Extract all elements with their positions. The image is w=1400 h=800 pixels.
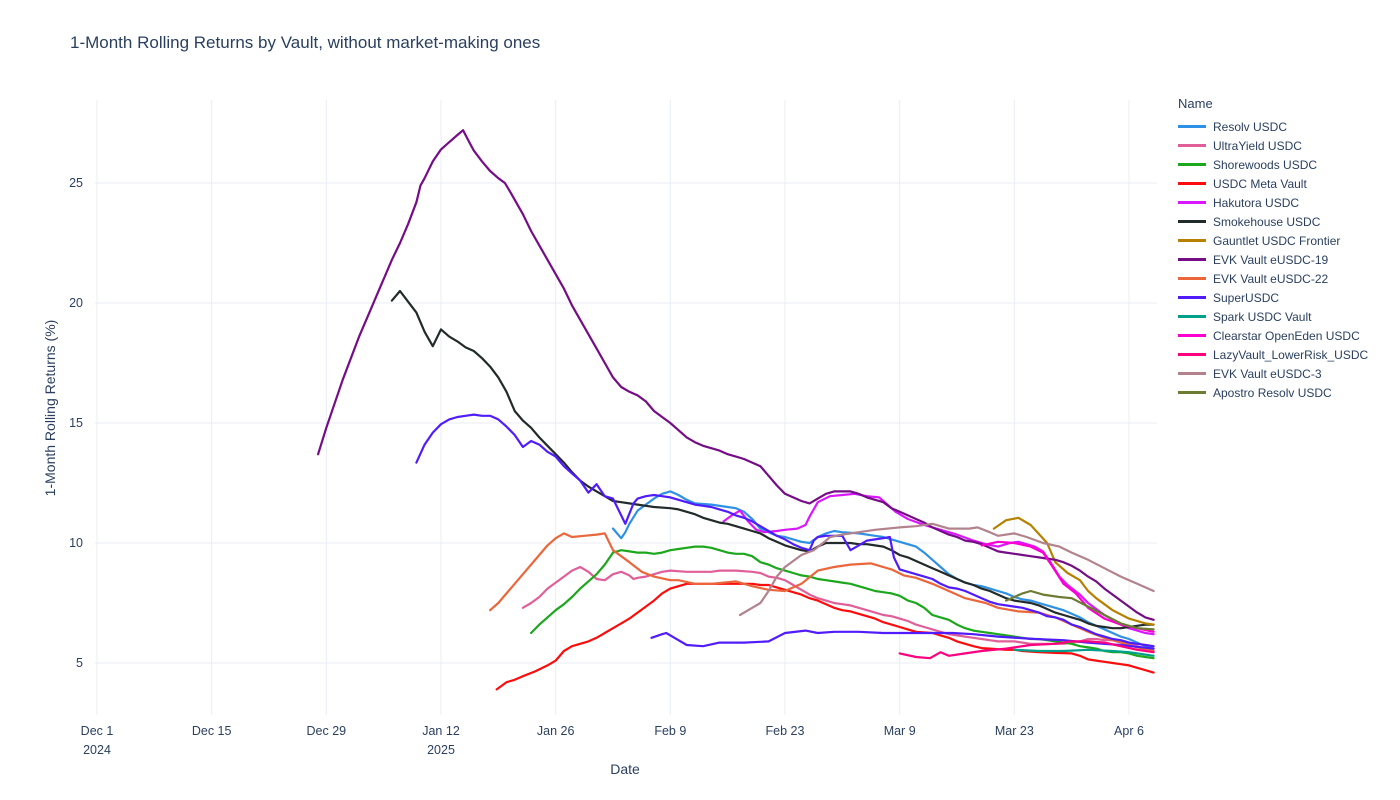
- legend-item-label: SuperUSDC: [1213, 290, 1280, 305]
- y-tick-label: 25: [69, 176, 83, 190]
- legend-line-swatch: [1178, 163, 1206, 166]
- legend-line-swatch: [1178, 201, 1206, 204]
- x-tick-label: Dec 15: [192, 724, 232, 738]
- series-line-hakutora-usdc: [722, 492, 1155, 636]
- legend-items: Resolv USDC UltraYield USDC Shorewoods USD…: [1178, 117, 1368, 402]
- legend-item-label: EVK Vault eUSDC-22: [1213, 271, 1329, 286]
- legend-item-label: Apostro Resolv USDC: [1213, 385, 1332, 400]
- legend-item-label: Hakutora USDC: [1213, 195, 1300, 210]
- legend-line-swatch: [1178, 334, 1206, 337]
- series-line-gauntlet-usdc-frontier: [992, 516, 1155, 626]
- x-tick-label: Jan 12: [422, 724, 460, 738]
- series-line-evk-vault-eusdc-3: [738, 522, 1155, 617]
- legend-item-hakutora-usdc[interactable]: Hakutora USDC: [1178, 193, 1368, 212]
- legend-line-swatch: [1178, 220, 1206, 223]
- legend-line-swatch: [1178, 125, 1206, 128]
- legend-line-swatch: [1178, 182, 1206, 185]
- chart-title: 1-Month Rolling Returns by Vault, withou…: [70, 33, 541, 52]
- legend-line-swatch: [1178, 315, 1206, 318]
- legend-item-ultrayield-usdc[interactable]: UltraYield USDC: [1178, 136, 1368, 155]
- y-tick-label: 5: [76, 656, 83, 670]
- x-tick-label: Feb 23: [766, 724, 805, 738]
- y-tick-label: 10: [69, 536, 83, 550]
- series-line-superusdc: [650, 629, 1155, 650]
- legend-line-swatch: [1178, 353, 1206, 356]
- legend-item-label: USDC Meta Vault: [1213, 176, 1307, 191]
- x-tick-label: Apr 6: [1114, 724, 1144, 738]
- legend-item-label: UltraYield USDC: [1213, 138, 1302, 153]
- legend-item-label: LazyVault_LowerRisk_USDC: [1213, 347, 1369, 362]
- legend-item-resolv-usdc[interactable]: Resolv USDC: [1178, 117, 1368, 136]
- x-axis-title: Date: [610, 761, 640, 777]
- x-tick-label: Jan 26: [537, 724, 575, 738]
- legend-item-superusdc[interactable]: SuperUSDC: [1178, 288, 1368, 307]
- legend-line-swatch: [1178, 258, 1206, 261]
- series-line-smokehouse-usdc: [390, 289, 1155, 630]
- x-tick-label: Dec 29: [307, 724, 347, 738]
- series-line-spark-usdc-vault: [1013, 648, 1155, 657]
- legend-item-label: Gauntlet USDC Frontier: [1213, 233, 1341, 248]
- legend-line-swatch: [1178, 372, 1206, 375]
- legend-item-clearstar-openeden-usdc[interactable]: Clearstar OpenEden USDC: [1178, 326, 1368, 345]
- series-line-shorewoods-usdc: [529, 545, 1155, 660]
- x-tick-year-label: 2024: [83, 743, 111, 757]
- y-tick-label: 20: [69, 296, 83, 310]
- legend-item-label: Smokehouse USDC: [1213, 214, 1321, 229]
- y-axis-title: 1-Month Rolling Returns (%): [42, 319, 58, 497]
- legend-title: Name: [1178, 96, 1213, 111]
- legend-item-smokehouse-usdc[interactable]: Smokehouse USDC: [1178, 212, 1368, 231]
- y-tick-label: 15: [69, 416, 83, 430]
- series-line-evk-vault-eusdc-22: [489, 532, 1155, 653]
- x-tick-year-label: 2025: [427, 743, 455, 757]
- legend-item-gauntlet-usdc-frontier[interactable]: Gauntlet USDC Frontier: [1178, 231, 1368, 250]
- legend: Name Resolv USDC UltraYield USDC Shorewood…: [1178, 96, 1368, 402]
- legend-item-label: Spark USDC Vault: [1213, 309, 1312, 324]
- legend-item-label: Resolv USDC: [1213, 119, 1288, 134]
- legend-item-label: EVK Vault eUSDC-19: [1213, 252, 1329, 267]
- x-tick-label: Mar 23: [995, 724, 1034, 738]
- legend-line-swatch: [1178, 277, 1206, 280]
- legend-line-swatch: [1178, 239, 1206, 242]
- series-line-usdc-meta-vault: [495, 582, 1155, 691]
- legend-item-evk-vault-eusdc-3[interactable]: EVK Vault eUSDC-3: [1178, 364, 1368, 383]
- legend-line-swatch: [1178, 391, 1206, 394]
- legend-item-label: EVK Vault eUSDC-3: [1213, 366, 1322, 381]
- series-line-evk-vault-eusdc-19: [317, 129, 1155, 621]
- series-line-apostro-resolv-usdc: [1004, 589, 1155, 631]
- legend-line-swatch: [1178, 144, 1206, 147]
- legend-item-shorewoods-usdc[interactable]: Shorewoods USDC: [1178, 155, 1368, 174]
- series-line-lazyvault-lowerrisk-usdc: [898, 640, 1155, 660]
- legend-item-usdc-meta-vault[interactable]: USDC Meta Vault: [1178, 174, 1368, 193]
- legend-item-evk-vault-eusdc-19[interactable]: EVK Vault eUSDC-19: [1178, 250, 1368, 269]
- legend-item-lazyvault-lowerrisk-usdc[interactable]: LazyVault_LowerRisk_USDC: [1178, 345, 1368, 364]
- legend-line-swatch: [1178, 296, 1206, 299]
- legend-item-spark-usdc-vault[interactable]: Spark USDC Vault: [1178, 307, 1368, 326]
- x-tick-label: Mar 9: [884, 724, 916, 738]
- series-line-resolv-usdc: [611, 490, 1155, 650]
- legend-item-label: Shorewoods USDC: [1213, 157, 1318, 172]
- series-line-clearstar-openeden-usdc: [980, 540, 1155, 633]
- x-tick-label: Feb 9: [654, 724, 686, 738]
- legend-item-label: Clearstar OpenEden USDC: [1213, 328, 1360, 343]
- series-line-superusdc: [415, 413, 1155, 648]
- legend-item-apostro-resolv-usdc[interactable]: Apostro Resolv USDC: [1178, 383, 1368, 402]
- x-tick-label: Dec 1: [81, 724, 114, 738]
- legend-item-evk-vault-eusdc-22[interactable]: EVK Vault eUSDC-22: [1178, 269, 1368, 288]
